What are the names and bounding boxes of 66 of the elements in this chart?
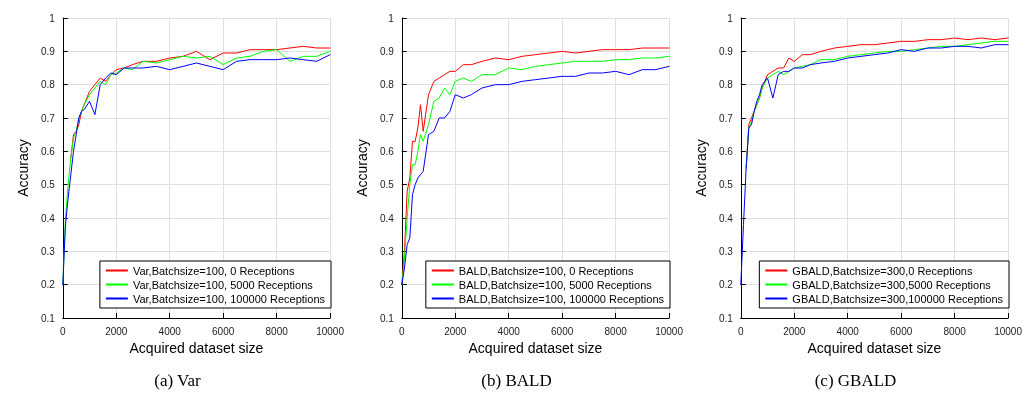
x-tick-label: 10000 <box>316 325 345 337</box>
y-tick-label: 0.9 <box>718 45 734 57</box>
legend-label: GBALD,Batchsize=300,0 Receptions <box>792 264 973 277</box>
y-tick-label: 0.3 <box>40 245 56 257</box>
x-tick-label: 4000 <box>836 325 860 337</box>
y-tick-label: 0.5 <box>40 179 56 191</box>
y-tick-label: 0.7 <box>379 112 395 124</box>
y-axis-title: Accuracy <box>354 139 370 197</box>
x-tick-label: 0 <box>60 325 67 337</box>
y-tick-label: 0.7 <box>718 112 734 124</box>
y-tick-label: 0.7 <box>40 112 56 124</box>
text: (a) Var <box>154 371 202 390</box>
y-tick-label: 0.8 <box>379 79 395 91</box>
y-tick-label: 0.1 <box>40 312 56 324</box>
y-tick-label: 0.9 <box>379 45 395 57</box>
legend-label: GBALD,Batchsize=300,100000 Receptions <box>792 292 1004 305</box>
x-tick-label: 6000 <box>551 325 574 337</box>
y-tick-label: 0.5 <box>379 179 395 191</box>
y-tick-label: 0.5 <box>718 179 734 191</box>
x-tick-label: 8000 <box>604 325 628 337</box>
x-tick-label: 2000 <box>105 325 128 337</box>
x-axis-title: Acquired dataset size <box>129 339 264 356</box>
y-tick-label: 0.4 <box>40 212 56 224</box>
x-tick-label: 10000 <box>655 325 684 337</box>
x-tick-label: 4000 <box>158 325 182 337</box>
x-tick-label: 8000 <box>265 325 289 337</box>
y-axis-title: Accuracy <box>15 139 31 197</box>
text: (c) GBALD <box>814 371 897 390</box>
y-axis-title: Accuracy <box>693 139 709 197</box>
text: (b) BALD <box>481 371 552 390</box>
x-tick-label: 6000 <box>212 325 235 337</box>
y-tick-label: 0.9 <box>40 45 56 57</box>
y-tick-label: 1 <box>49 12 56 24</box>
legend-label: BALD,Batchsize=100, 5000 Receptions <box>458 278 653 291</box>
y-tick-label: 0.1 <box>379 312 395 324</box>
legend-label: Var,Batchsize=100, 0 Receptions <box>132 264 295 277</box>
y-tick-label: 0.8 <box>718 79 734 91</box>
y-tick-label: 0.6 <box>718 145 734 157</box>
y-tick-label: 0.6 <box>40 145 56 157</box>
y-tick-label: 0.2 <box>718 279 734 291</box>
y-tick-label: 0.4 <box>718 212 734 224</box>
x-tick-label: 4000 <box>497 325 521 337</box>
x-tick-label: 2000 <box>783 325 806 337</box>
x-tick-label: 0 <box>738 325 745 337</box>
x-tick-label: 0 <box>399 325 406 337</box>
y-tick-label: 0.1 <box>718 312 734 324</box>
x-tick-label: 2000 <box>444 325 467 337</box>
y-tick-label: 0.8 <box>40 79 56 91</box>
legend-label: Var,Batchsize=100, 100000 Receptions <box>132 292 326 305</box>
legend-label: BALD,Batchsize=100, 0 Receptions <box>458 264 634 277</box>
y-tick-label: 0.3 <box>379 245 395 257</box>
y-tick-label: 0.3 <box>718 245 734 257</box>
y-tick-label: 1 <box>727 12 734 24</box>
x-axis-title: Acquired dataset size <box>807 339 942 356</box>
y-tick-label: 1 <box>388 12 395 24</box>
x-axis-title: Acquired dataset size <box>468 339 603 356</box>
y-tick-label: 0.2 <box>40 279 56 291</box>
y-tick-label: 0.2 <box>379 279 395 291</box>
x-tick-label: 10000 <box>994 325 1023 337</box>
y-tick-label: 0.6 <box>379 145 395 157</box>
x-tick-label: 6000 <box>890 325 913 337</box>
legend-label: Var,Batchsize=100, 5000 Receptions <box>132 278 314 291</box>
x-tick-label: 8000 <box>943 325 967 337</box>
legend-label: GBALD,Batchsize=300,5000 Receptions <box>792 278 992 291</box>
legend-label: BALD,Batchsize=100, 100000 Receptions <box>458 292 665 305</box>
y-tick-label: 0.4 <box>379 212 395 224</box>
